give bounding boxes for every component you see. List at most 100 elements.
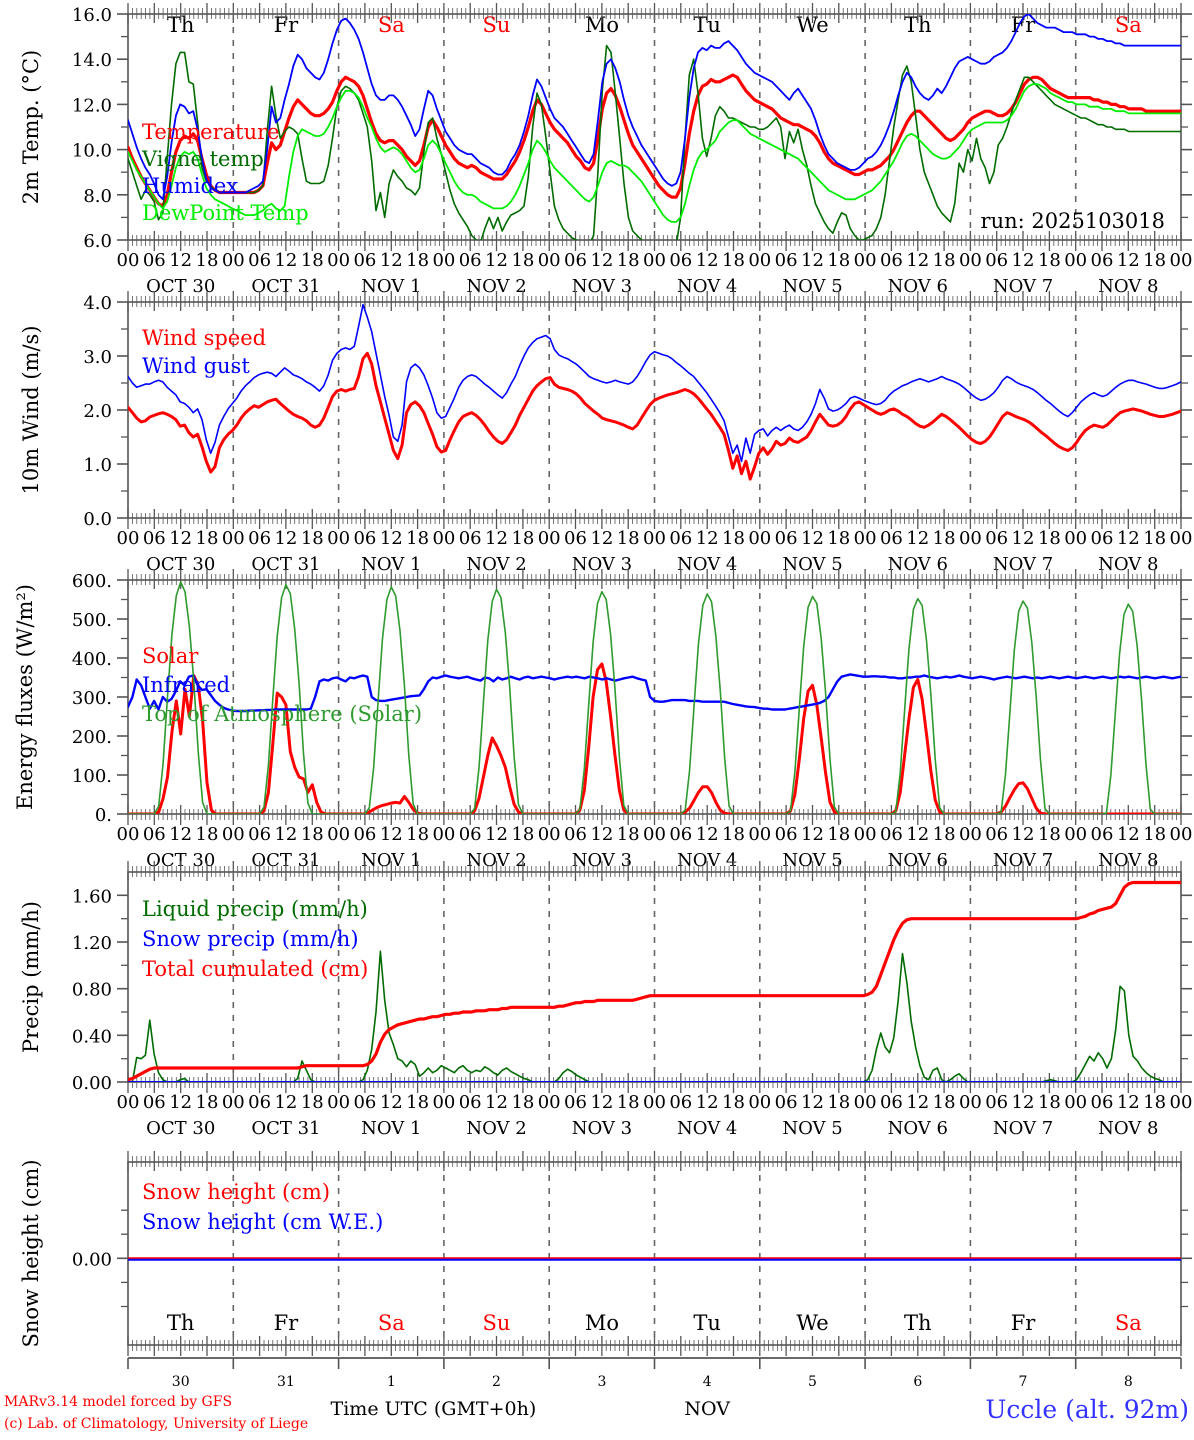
- xtick-hour: 18: [1143, 528, 1166, 549]
- series-temperature-2: [128, 14, 1181, 201]
- xtick-hour: 18: [933, 1092, 956, 1113]
- legend-energy_fluxes-1: Infrared: [142, 673, 230, 697]
- weekday-label: Th: [167, 1311, 195, 1335]
- xtick-hour: 18: [933, 250, 956, 271]
- xtick-hour: 06: [669, 1092, 692, 1113]
- xtick-hour: 18: [722, 1092, 745, 1113]
- xtick-hour: 00: [1064, 250, 1087, 271]
- ytick-label: 1.20: [72, 933, 112, 954]
- xtick-hour: 06: [143, 1092, 166, 1113]
- xtick-hour: 00: [222, 1092, 245, 1113]
- xtick-hour: 18: [933, 824, 956, 845]
- xtick-hour: 18: [827, 824, 850, 845]
- xtick-hour: 12: [169, 250, 192, 271]
- xtick-hour: 06: [985, 824, 1008, 845]
- axis-label-precip: Precip (mm/h): [19, 901, 43, 1053]
- xtick-hour: 18: [827, 1092, 850, 1113]
- xtick-hour: 18: [722, 528, 745, 549]
- xtick-hour: 06: [564, 824, 587, 845]
- xtick-date: NOV 3: [572, 554, 632, 575]
- xtick-date: NOV 3: [572, 850, 632, 871]
- xtick-date: NOV 7: [993, 1118, 1053, 1139]
- xtick-hour: 00: [538, 528, 561, 549]
- xtick-date: NOV 1: [361, 554, 421, 575]
- xtick-hour: 12: [696, 1092, 719, 1113]
- xtick-date: OCT 31: [251, 1118, 320, 1139]
- xtick-date: OCT 31: [251, 850, 320, 871]
- xtick-hour: 12: [485, 250, 508, 271]
- xtick-date: OCT 30: [146, 1118, 215, 1139]
- xtick-hour: 12: [169, 824, 192, 845]
- ytick-label: 6.0: [83, 231, 112, 252]
- ytick-label: 10.0: [72, 141, 112, 162]
- xtick-hour: 12: [485, 528, 508, 549]
- xtick-hour: 12: [1117, 528, 1140, 549]
- series-wind-0: [128, 351, 1181, 481]
- xtick-hour: 12: [169, 528, 192, 549]
- xtick-hour: 12: [906, 824, 929, 845]
- xtick-hour: 18: [406, 250, 429, 271]
- xtick-hour: 06: [143, 824, 166, 845]
- xtick-hour: 00: [748, 250, 771, 271]
- bottom-day-number: 1: [387, 1374, 396, 1390]
- xtick-hour: 06: [353, 1092, 376, 1113]
- xtick-hour: 06: [353, 528, 376, 549]
- xtick-hour: 18: [406, 1092, 429, 1113]
- bottom-day-number: 8: [1124, 1374, 1133, 1390]
- bottom-day-number: 5: [808, 1374, 817, 1390]
- xtick-hour: 12: [1012, 824, 1035, 845]
- bottom-day-number: 31: [277, 1374, 295, 1390]
- xtick-hour: 06: [248, 528, 271, 549]
- xtick-hour: 18: [301, 528, 324, 549]
- xtick-date: NOV 6: [888, 554, 948, 575]
- xtick-hour: 00: [1170, 824, 1193, 845]
- xtick-hour: 00: [327, 250, 350, 271]
- xtick-hour: 18: [1143, 824, 1166, 845]
- ytick-label: 3.0: [83, 347, 112, 368]
- xtick-hour: 06: [353, 824, 376, 845]
- xtick-hour: 12: [1117, 824, 1140, 845]
- xtick-hour: 06: [985, 1092, 1008, 1113]
- xtick-hour: 18: [406, 824, 429, 845]
- ytick-label: 0.0: [83, 509, 112, 530]
- xtick-hour: 18: [1143, 250, 1166, 271]
- xtick-hour: 18: [301, 1092, 324, 1113]
- xtick-hour: 00: [1064, 528, 1087, 549]
- xtick-hour: 00: [117, 528, 140, 549]
- xtick-hour: 00: [1064, 1092, 1087, 1113]
- xtick-date: OCT 30: [146, 276, 215, 297]
- xtick-hour: 18: [301, 250, 324, 271]
- bottom-day-number: 2: [492, 1374, 501, 1390]
- ytick-label: 0.00: [72, 1073, 112, 1094]
- weekday-label: Fr: [274, 1311, 300, 1335]
- xtick-date: OCT 30: [146, 850, 215, 871]
- xtick-hour: 00: [432, 824, 455, 845]
- xtick-hour: 06: [459, 528, 482, 549]
- ytick-label: 300.: [72, 688, 112, 709]
- xtick-hour: 18: [722, 250, 745, 271]
- xtick-hour: 00: [222, 528, 245, 549]
- xtick-hour: 18: [933, 528, 956, 549]
- ytick-label: 200.: [72, 727, 112, 748]
- xtick-hour: 06: [775, 1092, 798, 1113]
- ytick-label: 8.0: [83, 186, 112, 207]
- xtick-date: OCT 31: [251, 276, 320, 297]
- ytick-label: 16.0: [72, 5, 112, 26]
- xtick-hour: 00: [959, 824, 982, 845]
- xtick-hour: 18: [301, 824, 324, 845]
- xtick-hour: 00: [1170, 528, 1193, 549]
- xtick-hour: 00: [643, 824, 666, 845]
- xtick-date: NOV 3: [572, 1118, 632, 1139]
- weekday-label: We: [796, 1311, 828, 1335]
- xtick-date: NOV 5: [782, 850, 842, 871]
- xtick-hour: 00: [327, 1092, 350, 1113]
- ytick-label: 0.80: [72, 980, 112, 1001]
- xtick-hour: 12: [1117, 1092, 1140, 1113]
- series-energy_fluxes-2: [128, 581, 1181, 814]
- xtick-hour: 06: [459, 250, 482, 271]
- xtick-date: NOV 4: [677, 850, 737, 871]
- xtick-hour: 18: [722, 824, 745, 845]
- xtick-hour: 06: [880, 250, 903, 271]
- xtick-hour: 12: [380, 1092, 403, 1113]
- xtick-hour: 06: [1091, 528, 1114, 549]
